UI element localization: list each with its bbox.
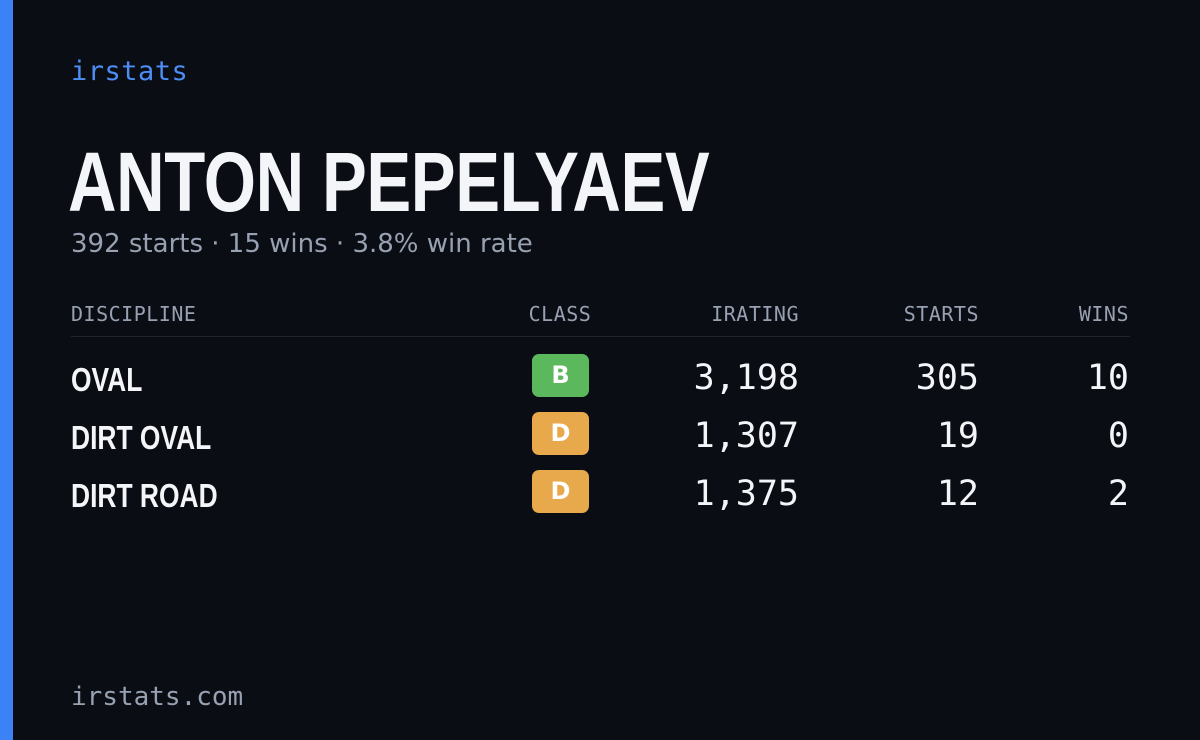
row-starts: 12 (936, 474, 979, 514)
header-starts: STARTS (903, 302, 979, 326)
row-irating: 3,198 (693, 358, 799, 398)
footer-site-url: irstats.com (71, 682, 244, 712)
row-wins: 10 (1086, 358, 1129, 398)
header-class: CLASS (528, 302, 592, 326)
table-header: DISCIPLINE CLASS IRATING STARTS WINS (71, 296, 1130, 337)
driver-summary: 392 starts · 15 wins · 3.8% win rate (71, 229, 533, 259)
header-wins: WINS (1078, 302, 1129, 326)
header-irating: IRATING (711, 302, 799, 326)
row-wins: 0 (1107, 416, 1129, 456)
row-wins: 2 (1107, 474, 1129, 514)
table-row: DIRT OVAL D 1,307 19 0 (71, 395, 1130, 456)
header-discipline: DISCIPLINE (71, 302, 197, 326)
row-starts: 305 (915, 358, 979, 398)
row-discipline: DIRT OVAL (71, 419, 212, 456)
discipline-table: DISCIPLINE CLASS IRATING STARTS WINS OVA… (71, 296, 1130, 514)
row-starts: 19 (936, 416, 979, 456)
table-row: OVAL B 3,198 305 10 (71, 337, 1130, 398)
row-discipline: OVAL (71, 361, 143, 398)
row-irating: 1,375 (693, 474, 799, 514)
row-discipline: DIRT ROAD (71, 477, 218, 514)
row-irating: 1,307 (693, 416, 799, 456)
class-badge: D (532, 412, 589, 455)
class-badge: D (532, 470, 589, 513)
accent-bar (0, 0, 13, 740)
class-badge: B (532, 354, 589, 397)
driver-name: ANTON PEPELYAEV (68, 135, 710, 229)
brand-logo-text: irstats (71, 56, 189, 87)
table-row: DIRT ROAD D 1,375 12 2 (71, 453, 1130, 514)
